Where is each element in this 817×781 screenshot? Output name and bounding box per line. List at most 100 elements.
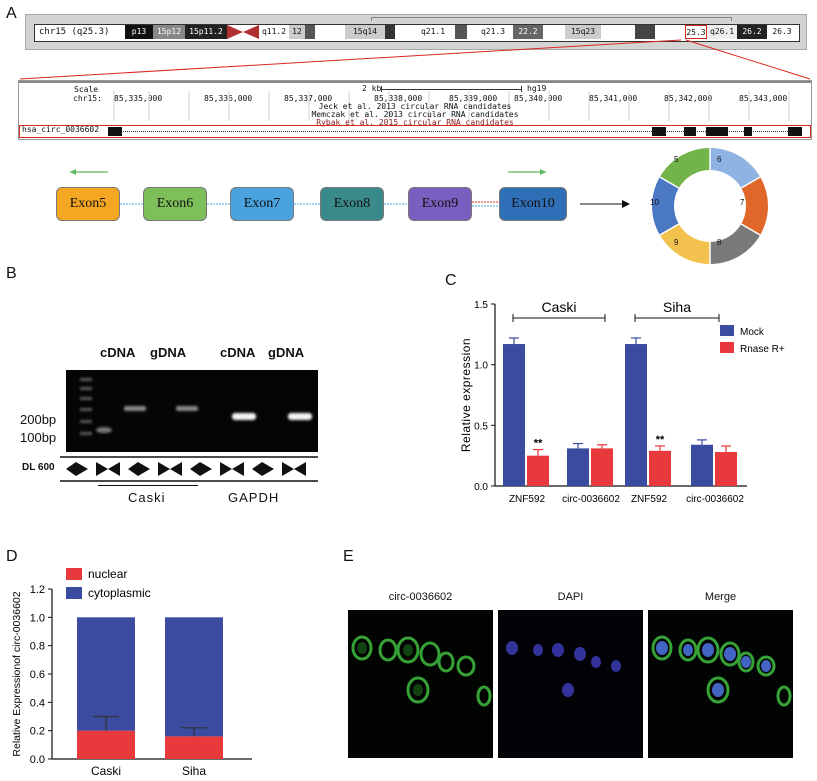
y-tick-label: 0.8 — [30, 641, 45, 653]
lane-header: gDNA — [150, 345, 187, 360]
x-tick-label: circ-0036602 — [562, 494, 620, 505]
circ-track: hsa_circ_0036602 — [19, 125, 811, 138]
bar — [649, 450, 671, 486]
stacked-bar-segment — [165, 736, 223, 759]
track-label: Memczak et al. 2013 circular RNA candida… — [311, 110, 519, 119]
stacked-bar-segment — [77, 730, 135, 759]
x-tick-label: Siha — [182, 764, 206, 778]
legend-label: nuclear — [88, 567, 127, 581]
legend-swatch — [66, 587, 82, 599]
x-tick-label: ZNF592 — [509, 494, 546, 505]
exon-block — [744, 127, 752, 136]
assembly-label: hg19 — [527, 84, 547, 93]
exon-10: Exon10 — [499, 187, 567, 221]
y-tick-label: 0.4 — [30, 697, 45, 709]
chrom-band: p13 — [125, 25, 153, 39]
browser-gridlines — [113, 91, 790, 121]
y-tick-label: 0.2 — [30, 726, 45, 738]
micrograph-circ-0036602 — [348, 610, 493, 758]
ring-segment-7 — [741, 177, 768, 235]
chromosome-ideogram: chr15 (q25.3) p13 15p12 15p11.2 q11.2 12… — [25, 14, 807, 50]
ring-label: 7 — [740, 198, 745, 207]
genome-browser: Scale chr15: 2 kb hg19 85,335,000 85,336… — [18, 80, 812, 140]
legend-swatch — [720, 325, 734, 336]
micrograph-dapi — [498, 610, 643, 758]
chrom-band: q21.1 — [415, 25, 451, 39]
y-tick-label: 1.2 — [30, 584, 45, 596]
track-label: Rybak et al. 2015 circular RNA candidate… — [316, 118, 514, 127]
significance-label: ** — [656, 434, 665, 446]
x-tick-label: circ-0036602 — [686, 494, 744, 505]
ring-label: 5 — [674, 155, 679, 164]
y-tick-label: 0.6 — [30, 669, 45, 681]
bar — [591, 448, 613, 486]
chrom-band: 15q23 — [565, 25, 601, 39]
chrom-band: 26.3 — [767, 25, 797, 39]
circrna-ring — [652, 148, 768, 264]
chrom-band: 22.2 — [513, 25, 543, 39]
chrom-band: q21.3 — [475, 25, 511, 39]
stacked-bar-segment — [165, 617, 223, 737]
lane-header: gDNA — [268, 345, 305, 360]
position-tick: 85,339,000 — [449, 94, 498, 103]
bar — [503, 344, 525, 486]
legend-label: cytoplasmic — [88, 586, 151, 600]
primer-arrows — [60, 456, 318, 482]
image-label-circ: circ-0036602 — [388, 591, 453, 603]
significance-label: ** — [534, 438, 543, 450]
y-tick-label: 0.5 — [474, 421, 488, 432]
zoom-lines — [19, 39, 811, 80]
ring-label: 6 — [717, 155, 722, 164]
gel-bands — [80, 378, 312, 435]
stacked-bar-segment — [77, 617, 135, 731]
group-label: Siha — [663, 299, 691, 315]
circ-track-label: hsa_circ_0036602 — [22, 125, 100, 134]
gel-image — [66, 370, 318, 452]
bar — [527, 455, 549, 486]
ring-segment-6 — [710, 148, 761, 188]
legend-label: Rnase R+ — [740, 344, 785, 355]
y-axis-title: Relative Expressionof circ-0036602 — [11, 591, 23, 756]
marker-200bp: 200bp — [20, 412, 57, 427]
y-tick-label: 0.0 — [474, 482, 488, 493]
group-label-gapdh: GAPDH — [228, 490, 280, 505]
bar — [715, 452, 737, 486]
x-tick-label: ZNF592 — [631, 494, 668, 505]
chrom-band: 12 — [289, 25, 305, 39]
y-tick-label: 1.5 — [474, 300, 488, 311]
panel-label-a: A — [6, 5, 17, 22]
panel-label-c: C — [445, 272, 457, 289]
y-tick-label: 0.0 — [30, 754, 45, 766]
chrom-band: 15q14 — [345, 25, 385, 39]
legend-swatch — [66, 568, 82, 580]
marker-100bp: 100bp — [20, 430, 57, 445]
position-tick: 85,341,000 — [589, 94, 638, 103]
chart-nuclear-cytoplasmic: 0.0 0.2 0.4 0.6 0.8 1.0 1.2 Relative Expression… — [11, 567, 252, 778]
image-label-merge: Merge — [704, 591, 737, 603]
chromosome-label: chr15 (q25.3) — [39, 27, 110, 37]
micrograph-merge — [648, 610, 793, 758]
chrom-band: 15p12 — [153, 25, 185, 39]
chrom-band: 15p11.2 — [185, 25, 227, 39]
exon-connectors — [70, 169, 630, 208]
position-tick: 85,340,000 — [514, 94, 563, 103]
ring-segment-8 — [710, 224, 761, 264]
chart-relative-expression: 0.0 0.5 1.0 1.5 Relative expression ZNF592 cir… — [459, 299, 785, 505]
group-label: Caski — [541, 299, 576, 315]
track-label: Jeck et al. 2013 circular RNA candidates — [318, 102, 512, 111]
position-tick: 85,335,000 — [114, 94, 163, 103]
position-tick: 85,338,000 — [374, 94, 423, 103]
exon-block — [652, 127, 666, 136]
bar — [691, 444, 713, 486]
x-tick-label: Caski — [91, 764, 121, 778]
position-tick: 85,342,000 — [664, 94, 713, 103]
bar — [567, 448, 589, 486]
exon-block — [108, 127, 122, 136]
exon-block — [684, 127, 696, 136]
ring-segment-5 — [659, 148, 710, 188]
scale-label: Scale — [74, 85, 99, 94]
exon-7: Exon7 — [230, 187, 294, 221]
position-tick: 85,343,000 — [739, 94, 788, 103]
centromere — [227, 25, 259, 39]
exon-block — [706, 127, 728, 136]
